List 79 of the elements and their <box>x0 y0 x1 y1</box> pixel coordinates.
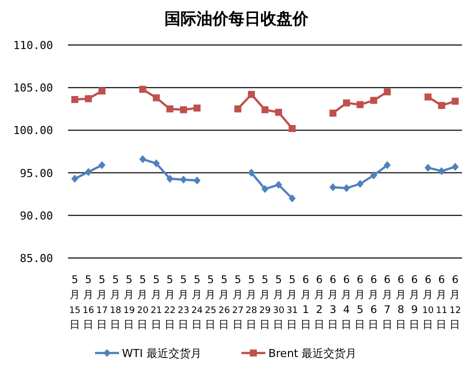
x-tick-label: 6月2日 <box>314 274 325 331</box>
x-tick-label: 5月31日 <box>286 274 298 331</box>
x-tick-label: 6月8日 <box>395 274 406 331</box>
point <box>438 167 446 176</box>
y-tick-label: 85.00 <box>20 252 53 265</box>
x-tick-label: 5月30日 <box>272 274 285 331</box>
x-tick-label: 5月25日 <box>204 274 216 331</box>
x-tick-label: 6月5日 <box>354 274 366 331</box>
x-tick-label: 5月27日 <box>232 274 244 331</box>
point <box>452 162 459 171</box>
x-tick-label: 5月16日 <box>82 274 94 331</box>
point <box>288 124 296 132</box>
point <box>152 94 160 102</box>
point <box>139 86 146 93</box>
point <box>329 183 336 192</box>
y-tick-label: 110.00 <box>13 39 53 52</box>
x-tick-label: 5月18日 <box>110 274 122 331</box>
point <box>356 101 364 108</box>
point <box>438 102 446 109</box>
point <box>288 194 296 202</box>
legend-label: WTI 最近交货月 <box>122 347 202 360</box>
x-tick-label: 5月29日 <box>259 274 271 331</box>
legend-label: Brent 最近交货月 <box>268 347 357 360</box>
point <box>194 104 201 112</box>
point <box>424 93 432 100</box>
x-tick-label: 5月17日 <box>96 274 108 331</box>
point <box>384 161 391 170</box>
x-tick-label: 6月10日 <box>422 274 434 331</box>
point <box>248 90 255 98</box>
x-tick-label: 5月28日 <box>246 274 258 331</box>
x-tick-label: 6月9日 <box>408 274 420 331</box>
point <box>452 98 459 105</box>
x-tick-label: 5月20日 <box>137 274 149 331</box>
point <box>384 88 391 96</box>
point <box>180 106 187 114</box>
point <box>370 96 378 104</box>
point <box>275 108 282 116</box>
point <box>98 161 106 170</box>
point <box>152 159 160 168</box>
y-tick-label: 95.00 <box>20 166 53 180</box>
point <box>194 176 201 184</box>
x-tick-label: 5月22日 <box>164 274 176 331</box>
point <box>139 155 146 164</box>
y-tick-label: 105.00 <box>13 82 53 95</box>
point <box>98 88 106 95</box>
point <box>356 180 364 188</box>
point <box>166 174 174 183</box>
point <box>180 176 187 184</box>
x-tick-label: 6月6日 <box>368 274 380 331</box>
point <box>275 180 282 189</box>
x-tick-label: 6月11日 <box>436 274 448 331</box>
y-tick-label: 90.00 <box>20 209 53 222</box>
point <box>329 110 336 117</box>
x-tick-label: 5月15日 <box>69 274 81 331</box>
x-tick-label: 6月4日 <box>341 274 352 331</box>
point <box>71 96 78 104</box>
point <box>370 171 378 180</box>
point <box>84 95 92 102</box>
point <box>343 99 350 106</box>
x-tick-label: 6月3日 <box>327 274 338 331</box>
x-tick-label: 5月23日 <box>178 274 190 331</box>
point <box>262 106 268 114</box>
point <box>84 168 92 176</box>
chart-title: 国际油价每日收盘价 <box>164 9 310 28</box>
x-tick-label: 6月7日 <box>382 274 393 331</box>
x-tick-label: 6月1日 <box>300 274 312 331</box>
point <box>343 184 350 192</box>
point <box>71 174 78 183</box>
point <box>166 105 174 112</box>
x-tick-label: 5月19日 <box>123 274 136 331</box>
point <box>234 105 242 112</box>
y-tick-label: 100.00 <box>13 124 53 138</box>
x-tick-label: 6月12日 <box>449 274 461 331</box>
x-tick-label: 5月24日 <box>191 274 204 331</box>
point <box>424 164 432 172</box>
x-tick-label: 5月26日 <box>218 274 230 331</box>
point <box>262 184 268 193</box>
x-tick-label: 5月21日 <box>150 274 162 331</box>
point <box>248 168 255 177</box>
